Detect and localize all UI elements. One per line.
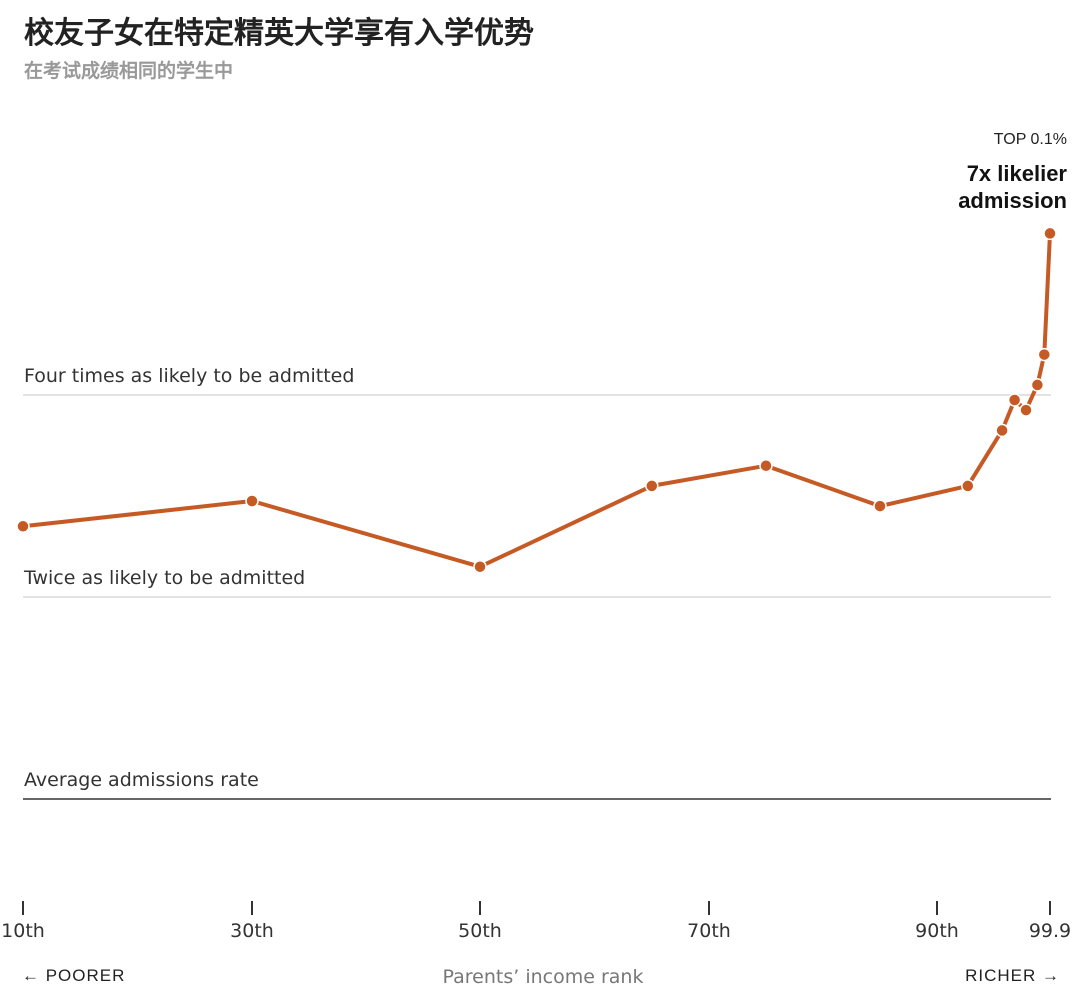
data-point: [645, 479, 659, 493]
top-percentile-label: TOP 0.1%: [993, 131, 1067, 148]
data-point: [245, 494, 259, 508]
poorer-label: ← POORER: [22, 966, 126, 985]
x-tick-label: 90th: [915, 920, 959, 942]
data-point: [1037, 347, 1052, 362]
x-tick-label: 70th: [687, 920, 731, 942]
data-point: [1030, 378, 1045, 392]
data-point: [995, 423, 1009, 438]
twice-label: Twice as likely to be admitted: [24, 567, 306, 589]
x-tick-label: 99.9: [1028, 920, 1072, 942]
chart-title: 校友子女在特定精英大学享有入学优势: [24, 16, 534, 51]
peak-annotation-line1: 7x likelier: [966, 161, 1067, 186]
data-point: [16, 519, 30, 534]
series-line: [21, 231, 1052, 569]
x-tick-label: 50th: [458, 920, 502, 942]
peak-annotation: 7x likelier admission: [867, 160, 1067, 214]
data-point: [1007, 393, 1022, 407]
data-point: [473, 559, 487, 574]
four-times-label: Four times as likely to be admitted: [24, 365, 355, 387]
series-points: [16, 226, 1057, 574]
x-axis-title: Parents’ income rank: [442, 966, 644, 988]
peak-annotation-line2: admission: [958, 188, 1067, 213]
x-tick-label: 30th: [230, 920, 274, 942]
data-point: [1043, 226, 1057, 241]
x-axis-ticks: [22, 901, 1051, 915]
chart-subtitle: 在考试成绩相同的学生中: [24, 60, 234, 82]
data-point: [961, 479, 975, 493]
data-point: [873, 499, 887, 513]
average-label: Average admissions rate: [24, 769, 259, 791]
richer-label: RICHER →: [965, 966, 1060, 985]
x-tick-label: 10th: [1, 920, 45, 942]
data-point: [1019, 403, 1033, 417]
data-point: [759, 458, 773, 473]
